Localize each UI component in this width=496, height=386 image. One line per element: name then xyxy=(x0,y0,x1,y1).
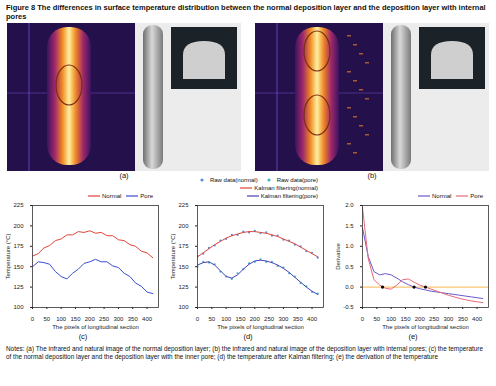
html-text:Normal: Normal xyxy=(102,193,122,199)
svg-text:150: 150 xyxy=(70,316,81,322)
html-text:(b): (b) xyxy=(367,171,377,180)
svg-text:50: 50 xyxy=(373,316,380,322)
svg-text:100: 100 xyxy=(56,316,67,322)
svg-text:0.5: 0.5 xyxy=(345,264,354,270)
html-text:(a): (a) xyxy=(119,171,129,180)
svg-text:225: 225 xyxy=(13,202,24,208)
svg-text:350: 350 xyxy=(458,316,469,322)
svg-text:300: 300 xyxy=(443,316,454,322)
svg-text:Derivative: Derivative xyxy=(335,243,341,270)
svg-text:0: 0 xyxy=(361,316,365,322)
svg-text:250: 250 xyxy=(264,316,275,322)
svg-text:The pixels of longitudinal sec: The pixels of longitudinal section xyxy=(52,324,139,330)
svg-text:0.0: 0.0 xyxy=(345,284,354,290)
svg-text:150: 150 xyxy=(178,264,189,270)
svg-text:200: 200 xyxy=(415,316,426,322)
svg-text:200: 200 xyxy=(178,223,189,229)
svg-text:250: 250 xyxy=(99,316,110,322)
html-text:Kalman filtering(normal): Kalman filtering(normal) xyxy=(254,185,318,191)
svg-text:1.5: 1.5 xyxy=(345,223,354,229)
html-text:Pore: Pore xyxy=(140,193,153,199)
svg-text:-0.5: -0.5 xyxy=(343,304,354,310)
html-text:Kalman filtering(pore): Kalman filtering(pore) xyxy=(260,193,318,199)
html-text:Notes: (a) The infrared and na: Notes: (a) The infrared and natural imag… xyxy=(6,345,483,360)
html-text:(d): (d) xyxy=(243,332,253,341)
svg-text:300: 300 xyxy=(278,316,289,322)
svg-text:100: 100 xyxy=(13,304,24,310)
html-text:(e): (e) xyxy=(408,332,418,341)
svg-text:100: 100 xyxy=(178,304,189,310)
html-text:Figure 8 The differences in su: Figure 8 The differences in surface temp… xyxy=(6,3,486,21)
svg-text:175: 175 xyxy=(178,243,189,249)
svg-text:The pixels of longitudinal sec: The pixels of longitudinal section xyxy=(217,324,304,330)
svg-text:350: 350 xyxy=(128,316,139,322)
svg-text:400: 400 xyxy=(472,316,483,322)
svg-text:50: 50 xyxy=(208,316,215,322)
svg-text:150: 150 xyxy=(235,316,246,322)
svg-text:350: 350 xyxy=(293,316,304,322)
svg-text:The pixels of longitudinal sec: The pixels of longitudinal section xyxy=(382,324,469,330)
svg-text:250: 250 xyxy=(429,316,440,322)
svg-text:Temperature (°C): Temperature (°C) xyxy=(5,233,11,279)
svg-text:150: 150 xyxy=(400,316,411,322)
html-text:Pore: Pore xyxy=(470,193,483,199)
svg-text:2.0: 2.0 xyxy=(345,202,354,208)
svg-text:175: 175 xyxy=(13,243,24,249)
svg-text:150: 150 xyxy=(13,264,24,270)
html-text:Normal: Normal xyxy=(432,193,452,199)
html-text:(c): (c) xyxy=(78,332,88,341)
svg-text:200: 200 xyxy=(13,223,24,229)
svg-text:50: 50 xyxy=(43,316,50,322)
svg-text:400: 400 xyxy=(142,316,153,322)
svg-text:225: 225 xyxy=(178,202,189,208)
svg-text:400: 400 xyxy=(307,316,318,322)
svg-text:0: 0 xyxy=(31,316,35,322)
svg-text:300: 300 xyxy=(113,316,124,322)
svg-text:0: 0 xyxy=(196,316,200,322)
svg-text:100: 100 xyxy=(386,316,397,322)
svg-text:125: 125 xyxy=(178,284,189,290)
svg-text:125: 125 xyxy=(13,284,24,290)
svg-text:200: 200 xyxy=(250,316,261,322)
svg-text:1.0: 1.0 xyxy=(345,243,354,249)
svg-text:Temperature (°C): Temperature (°C) xyxy=(170,233,176,279)
svg-text:100: 100 xyxy=(221,316,232,322)
html-text:Raw data(normal): Raw data(normal) xyxy=(210,177,258,183)
svg-text:200: 200 xyxy=(85,316,96,322)
html-text:Raw data(pore): Raw data(pore) xyxy=(276,177,318,183)
